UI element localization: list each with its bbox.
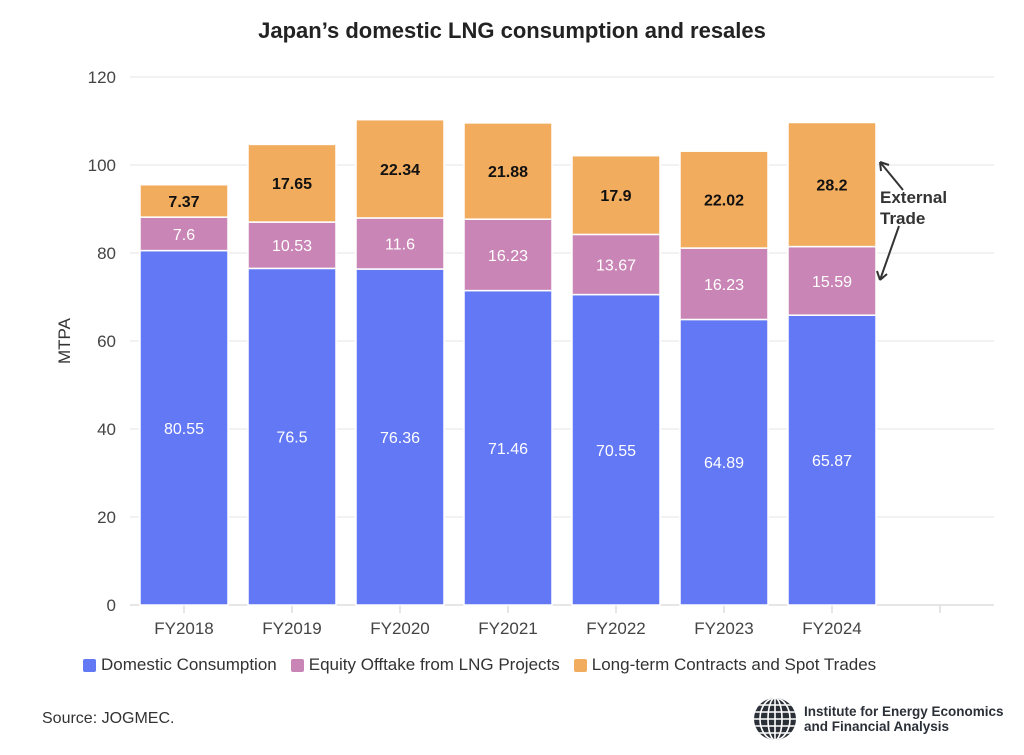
arrow-up-icon [879, 161, 904, 191]
data-label: 17.65 [272, 176, 312, 193]
data-label: 16.23 [488, 248, 528, 265]
y-tick-label: 40 [97, 420, 116, 439]
bar-segment-1 [679, 247, 769, 321]
data-label: 28.2 [816, 178, 847, 195]
bar-segment-2 [355, 118, 445, 219]
data-label: 70.55 [596, 443, 636, 460]
data-label: 80.55 [164, 421, 204, 438]
legend-item: Domestic Consumption [83, 655, 277, 675]
y-tick-label: 80 [97, 244, 116, 263]
bar-segment-1 [355, 217, 445, 270]
bar-segment-2 [679, 150, 769, 249]
data-label: 76.36 [380, 430, 420, 447]
y-axis-title: MTPA [55, 317, 74, 364]
bar-segment-1 [571, 233, 661, 296]
logo-line2: and Financial Analysis [804, 719, 950, 734]
annotation-line2: Trade [880, 209, 925, 228]
bar-segment-1 [463, 218, 553, 292]
data-label: 17.9 [600, 188, 631, 205]
legend: Domestic Consumption Equity Offtake from … [83, 655, 876, 675]
y-tick-label: 20 [97, 508, 116, 527]
legend-item: Long-term Contracts and Spot Trades [573, 655, 877, 675]
y-tick-label: 120 [88, 68, 116, 87]
bar-segment-0 [571, 293, 661, 606]
bar-segment-1 [247, 221, 337, 270]
x-tick-label: FY2022 [586, 619, 646, 638]
x-tick-label: FY2021 [478, 619, 538, 638]
legend-item: Equity Offtake from LNG Projects [290, 655, 560, 675]
bar-segment-1 [139, 216, 229, 252]
legend-swatch [573, 658, 587, 672]
y-tick-label: 100 [88, 156, 116, 175]
x-tick-label: FY2020 [370, 619, 430, 638]
source-note: Source: JOGMEC. [42, 710, 175, 727]
legend-swatch [290, 658, 304, 672]
data-label: 71.46 [488, 441, 528, 458]
chart-title: Japan’s domestic LNG consumption and res… [258, 18, 766, 43]
ieefa-logo: Institute for Energy Economics and Financ… [752, 696, 1004, 742]
y-tick-label: 0 [107, 596, 116, 615]
data-label: 16.23 [704, 277, 744, 294]
data-label: 76.5 [276, 430, 307, 447]
data-label: 22.34 [380, 162, 420, 179]
chart: 0 20 40 60 80 100 120 MTPA FY2018 80.55 7.6 7.37 FY2… [55, 68, 994, 638]
logo-line1: Institute for Energy Economics [804, 704, 1004, 719]
bar-segment-0 [463, 289, 553, 606]
legend-swatch [83, 658, 96, 672]
arrow-down-icon [876, 225, 900, 281]
bar-segment-0 [679, 318, 769, 606]
annotation-line1: External [880, 188, 947, 207]
x-tick-label: FY2019 [262, 619, 322, 638]
legend-label: Long-term Contracts and Spot Trades [591, 655, 877, 674]
bar-segment-2 [787, 121, 877, 248]
x-tick-label: FY2023 [694, 619, 754, 638]
data-label: 65.87 [812, 453, 852, 470]
bar-segment-0 [787, 314, 877, 606]
legend-label: Domestic Consumption [101, 655, 277, 674]
data-label: 7.37 [168, 194, 199, 211]
data-label: 64.89 [704, 455, 744, 472]
x-tick-label: FY2018 [154, 619, 214, 638]
y-tick-label: 60 [97, 332, 116, 351]
legend-label: Equity Offtake from LNG Projects [308, 655, 560, 674]
bar-segment-2 [247, 143, 337, 223]
x-tick-label: FY2024 [802, 619, 862, 638]
data-label: 10.53 [272, 238, 312, 255]
data-label: 13.67 [596, 258, 636, 275]
data-label: 7.6 [173, 227, 195, 244]
bar-segment-2 [463, 122, 553, 220]
bar-segment-0 [355, 268, 445, 606]
data-label: 11.6 [385, 236, 415, 253]
data-label: 15.59 [812, 274, 852, 291]
bar-segment-2 [571, 154, 661, 236]
globe-icon [754, 698, 796, 740]
data-label: 21.88 [488, 164, 528, 181]
bar-segment-2 [139, 183, 229, 218]
data-label: 22.02 [704, 193, 744, 210]
bar-segment-0 [139, 249, 229, 606]
